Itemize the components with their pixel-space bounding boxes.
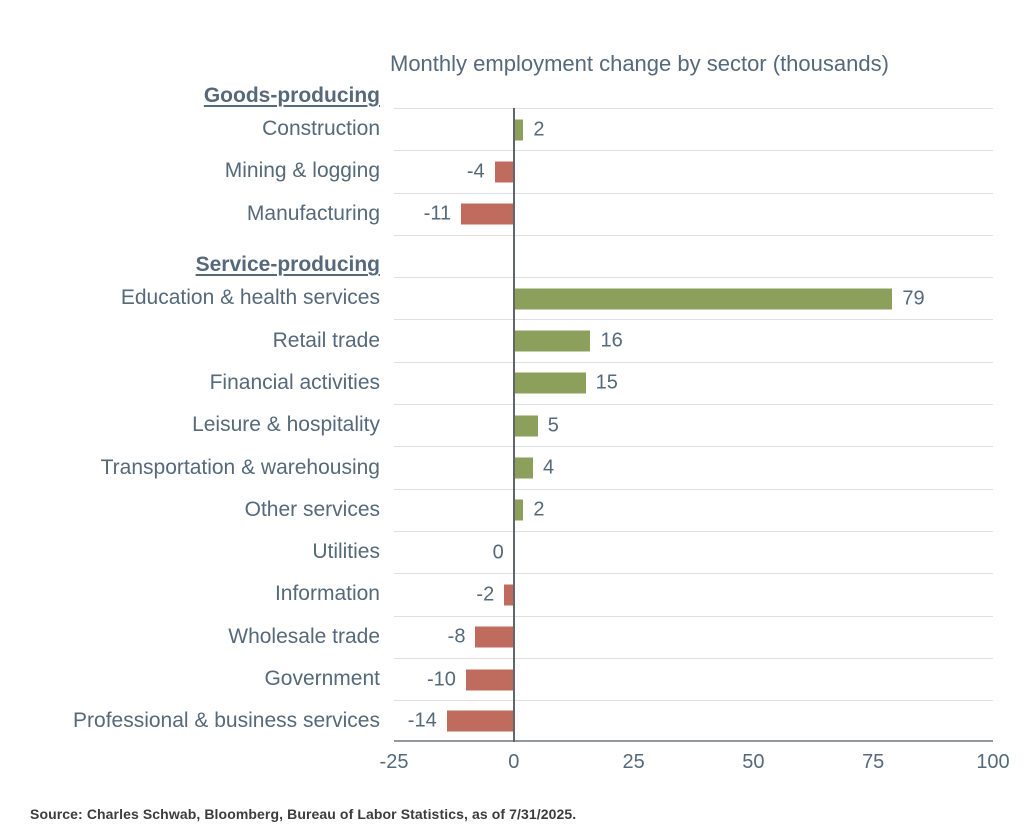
value-label-manufacturing: -11 <box>423 202 452 225</box>
bar-transportation-warehousing <box>513 457 533 479</box>
x-tick-25: 25 <box>622 751 645 774</box>
bar-retail-trade <box>513 330 591 352</box>
row-plot-cell-information: -2 <box>394 573 993 615</box>
value-label-government: -10 <box>426 668 456 690</box>
x-axis: -25 0 25 50 75 100 <box>0 751 1010 775</box>
group-header-plot-cell <box>394 234 993 277</box>
group-header-plot-cell <box>394 77 993 108</box>
row-plot-cell-mining-logging: -4 <box>394 150 993 192</box>
chart-row-transportation-warehousing: Transportation & warehousing 4 <box>0 446 993 488</box>
source-note: Source: Charles Schwab, Bloomberg, Burea… <box>30 806 577 823</box>
bar-manufacturing <box>461 203 514 225</box>
value-label-wholesale-trade: -8 <box>447 625 466 648</box>
bar-government <box>465 669 514 690</box>
bar-construction <box>513 119 524 141</box>
chart-row-government: Government -10 <box>0 657 993 700</box>
value-label-education-health-services: 79 <box>902 287 925 310</box>
chart-row-utilities: Utilities 0 <box>0 530 993 573</box>
x-tick-0: 0 <box>508 751 520 774</box>
row-plot-cell-utilities: 0 <box>394 530 993 573</box>
group-header-service-producing: Service-producing <box>195 253 380 277</box>
row-plot-cell-wholesale-trade: -8 <box>394 615 993 658</box>
row-label-professional-business-services: Professional & business services <box>73 709 380 733</box>
row-plot-cell-financial-activities: 15 <box>394 361 993 404</box>
plot-area: Goods-producing Construction 2 Mining & log… <box>0 77 993 743</box>
row-label-transportation-warehousing: Transportation & warehousing <box>100 455 380 479</box>
x-tick-100: 100 <box>976 751 1010 774</box>
chart-row-construction: Construction 2 <box>0 108 993 150</box>
chart-row-leisure-hospitality: Leisure & hospitality 5 <box>0 404 993 446</box>
value-label-leisure-hospitality: 5 <box>547 414 559 437</box>
row-label-manufacturing: Manufacturing <box>246 201 380 225</box>
row-plot-cell-professional-business-services: -14 <box>394 700 993 743</box>
bar-financial-activities <box>513 372 586 394</box>
chart-row-mining-logging: Mining & logging -4 <box>0 150 993 192</box>
chart-row-information: Information -2 <box>0 573 993 615</box>
bar-mining-logging <box>494 161 514 183</box>
value-label-transportation-warehousing: 4 <box>542 456 555 479</box>
row-plot-cell-construction: 2 <box>394 108 993 150</box>
value-label-financial-activities: 15 <box>595 371 618 394</box>
chart-row-retail-trade: Retail trade 16 <box>0 319 993 361</box>
value-label-retail-trade: 16 <box>600 329 623 352</box>
bar-leisure-hospitality <box>513 415 538 437</box>
value-label-utilities: 0 <box>492 541 504 564</box>
row-plot-cell-government: -10 <box>394 657 993 700</box>
row-label-leisure-hospitality: Leisure & hospitality <box>192 413 380 437</box>
row-plot-cell-education-health-services: 79 <box>394 277 993 319</box>
bar-wholesale-trade <box>475 626 514 648</box>
bar-professional-business-services <box>446 710 514 732</box>
chart-row-other-services: Other services 2 <box>0 488 993 531</box>
bar-education-health-services <box>513 288 893 310</box>
row-label-financial-activities: Financial activities <box>209 370 380 394</box>
row-plot-cell-leisure-hospitality: 5 <box>394 404 993 446</box>
chart-row-education-health-services: Education & health services 79 <box>0 277 993 319</box>
value-label-construction: 2 <box>533 118 545 141</box>
value-label-professional-business-services: -14 <box>407 709 437 732</box>
row-label-construction: Construction <box>262 117 380 141</box>
bar-other-services <box>513 499 524 521</box>
chart-title: Monthly employment change by sector (tho… <box>390 51 889 76</box>
row-label-retail-trade: Retail trade <box>272 328 380 352</box>
row-label-mining-logging: Mining & logging <box>224 159 380 183</box>
value-label-mining-logging: -4 <box>466 160 485 183</box>
row-label-information: Information <box>274 582 380 606</box>
group-header-row-service-producing: Service-producing <box>0 234 993 277</box>
row-plot-cell-retail-trade: 16 <box>394 319 993 361</box>
x-tick-50: 50 <box>742 751 765 774</box>
bar-information <box>504 584 514 606</box>
chart-row-professional-business-services: Professional & business services -14 <box>0 700 993 743</box>
row-plot-cell-other-services: 2 <box>394 488 993 531</box>
row-plot-cell-manufacturing: -11 <box>394 192 993 235</box>
row-label-other-services: Other services <box>244 497 380 521</box>
chart-row-wholesale-trade: Wholesale trade -8 <box>0 615 993 658</box>
row-plot-cell-transportation-warehousing: 4 <box>394 446 993 488</box>
chart-row-financial-activities: Financial activities 15 <box>0 361 993 404</box>
group-header-row-goods-producing: Goods-producing <box>0 77 993 108</box>
x-tick--25: -25 <box>379 751 409 774</box>
chart-row-manufacturing: Manufacturing -11 <box>0 192 993 235</box>
x-tick-75: 75 <box>862 751 885 774</box>
zero-axis-line <box>512 108 515 743</box>
row-label-wholesale-trade: Wholesale trade <box>228 624 380 648</box>
value-label-other-services: 2 <box>533 498 545 521</box>
row-label-government: Government <box>264 666 380 690</box>
group-header-goods-producing: Goods-producing <box>203 83 380 107</box>
row-label-utilities: Utilities <box>312 540 380 564</box>
value-label-information: -2 <box>476 583 495 606</box>
row-label-education-health-services: Education & health services <box>120 286 380 310</box>
